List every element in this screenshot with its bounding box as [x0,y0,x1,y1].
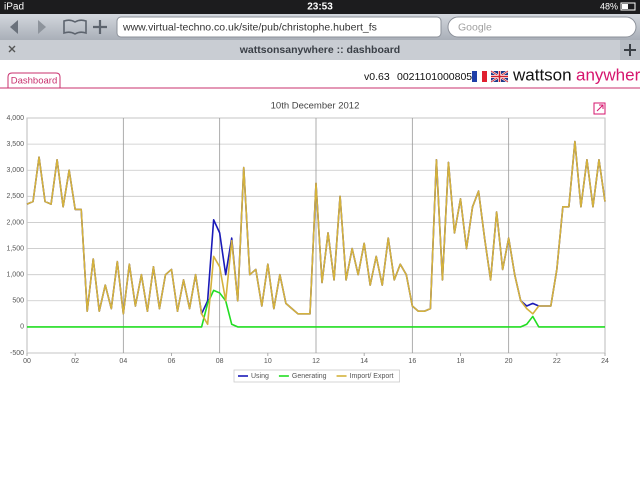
version: v0.63 [364,71,390,83]
dashboard-tab-label: Dashboard [11,76,57,87]
brand-wattson: wattson [512,65,572,84]
x-tick-label: 00 [23,358,31,365]
legend-box [233,369,400,383]
legend-label: Generating [292,373,327,380]
flag-fr[interactable] [472,71,487,82]
battery-percent: 48% [600,1,618,11]
chart: 10th December 2012 -500 0 500 1,000 1,500 2,0… [6,101,609,383]
x-tick-label: 10 [264,358,272,365]
export-arrow [596,104,604,112]
series-line [27,289,605,328]
tab-title: wattsonsanywhere :: dashboard [239,44,400,56]
x-tick-label: 20 [505,358,513,365]
y-tick-label: 3,000 [6,167,24,174]
back-button[interactable] [10,20,18,34]
series-line [26,140,606,326]
x-tick-label: 14 [360,358,368,365]
search-placeholder: Google [458,21,492,33]
y-tick-label: 4,000 [6,115,24,122]
y-tick-label: -500 [10,350,24,357]
x-tick-label: 04 [119,358,127,365]
clock: 23:53 [307,2,333,13]
chart-title: 10th December 2012 [271,101,360,112]
y-tick-label: 1,500 [6,245,24,252]
y-tick-label: 3,500 [6,141,24,148]
search-field[interactable] [447,16,637,38]
y-tick-label: 0 [20,324,24,331]
url-text: www.virtual-techno.co.uk/site/pub/christ… [122,21,377,33]
y-tick-label: 1,000 [6,272,24,279]
x-tick-label: 22 [553,358,561,365]
x-tick-label: 16 [408,358,416,365]
flag-stripe [477,71,482,82]
flag-uk[interactable] [490,70,509,83]
y-tick-label: 2,000 [6,219,24,226]
x-tick-label: 24 [601,358,609,365]
status-bar [0,0,640,14]
active-tab[interactable] [0,40,620,60]
brand-anywhere: anywhere [576,65,640,84]
flag-stripe [482,71,487,82]
x-tick-label: 18 [457,358,465,365]
bookmarks-button[interactable] [63,19,87,35]
legend-label: Import/ Export [350,373,394,380]
add-button[interactable] [93,20,107,34]
legend-label: Using [251,373,269,380]
x-tick-label: 12 [312,358,320,365]
x-tick-label: 08 [216,358,224,365]
url-field[interactable] [116,16,442,38]
dashboard-tab[interactable] [7,72,61,88]
new-tab[interactable] [624,44,636,56]
x-tick-label: 02 [71,358,79,365]
forward-button[interactable] [38,20,46,34]
close-tab[interactable] [8,45,16,53]
battery-level [622,4,628,9]
export-icon[interactable] [593,102,606,115]
y-tick-label: 500 [12,298,24,305]
y-tick-label: 2,500 [6,193,24,200]
serial: 0021101000805 [397,71,472,83]
device-name: iPad [4,2,24,13]
x-tick-label: 06 [168,358,176,365]
flag-stripe [472,71,477,82]
flag-cross [491,71,508,82]
battery-icon [620,2,636,11]
